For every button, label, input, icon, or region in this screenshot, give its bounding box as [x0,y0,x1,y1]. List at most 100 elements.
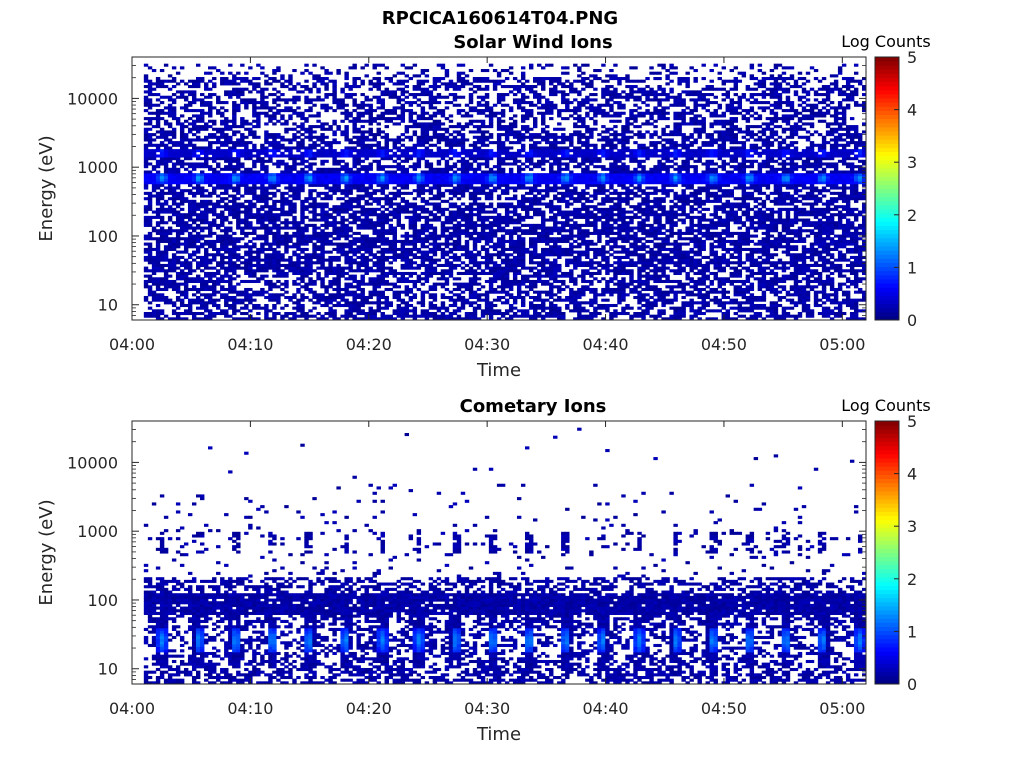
heatmap-cell [272,151,277,155]
heatmap-cell [167,242,173,246]
heatmap-cell [468,151,474,155]
heatmap-cell [179,135,185,139]
heatmap-cell [288,221,293,225]
heatmap-cell [460,133,466,137]
heatmap-cell [404,205,410,209]
heatmap-cell [468,317,474,321]
heatmap-cell [240,170,245,174]
heatmap-cell [448,183,454,187]
heatmap-cell [360,221,365,225]
heatmap-cell [476,138,482,142]
heatmap-cell [151,277,157,281]
heatmap-cell [364,311,369,316]
heatmap-cell [163,229,169,233]
heatmap-cell [175,218,181,222]
heatmap-cell [216,151,221,155]
heatmap-cell [340,175,345,179]
heatmap-cell [352,175,357,179]
heatmap-cell [183,138,189,142]
heatmap-cell [308,101,313,105]
heatmap-cell [456,245,462,249]
heatmap-cell [336,170,341,174]
heatmap-cell [336,287,341,292]
heatmap-cell [208,109,213,113]
heatmap-cell [220,263,225,267]
heatmap-cell [167,95,173,99]
heatmap-cell [472,77,478,81]
heatmap-cell [320,103,325,107]
heatmap-cell [312,205,317,209]
heatmap-cell [143,255,149,259]
heatmap-cell [256,106,261,110]
heatmap-cell [187,109,193,113]
heatmap-cell [268,154,273,158]
heatmap-cell [416,175,422,179]
heatmap-cell [179,317,185,321]
heatmap-cell [372,213,377,217]
heatmap-cell [420,109,426,113]
heatmap-cell [212,133,217,137]
heatmap-cell [448,205,454,209]
heatmap-cell [412,125,418,129]
heatmap-cell [155,250,161,254]
heatmap-cell [412,279,418,284]
heatmap-cell [228,303,233,308]
heatmap-cell [264,237,269,241]
heatmap-cell [376,218,381,222]
heatmap-cell [360,303,365,308]
heatmap-cell [220,215,225,219]
heatmap-cell [376,306,381,310]
heatmap-cell [340,205,345,209]
heatmap-cell [312,199,317,203]
heatmap-cell [360,143,365,147]
heatmap-cell [191,181,197,185]
heatmap-cell [163,181,169,185]
heatmap-cell [420,125,426,129]
heatmap-cell [428,255,434,259]
heatmap-cell [228,226,233,230]
heatmap-cell [143,269,149,273]
heatmap-cell [151,154,157,158]
heatmap-cell [191,114,197,118]
heatmap-cell [452,255,458,259]
heatmap-cell [460,306,466,310]
heatmap-cell [336,186,341,190]
heatmap-cell [360,290,365,294]
heatmap-cell [324,191,329,195]
heatmap-cell [444,106,450,110]
heatmap-cell [183,309,189,313]
heatmap-cell [244,263,249,267]
heatmap-cell [376,154,381,158]
heatmap-cell [432,295,438,300]
heatmap-cell [151,133,157,137]
heatmap-cell [155,77,161,81]
heatmap-cell [316,311,321,316]
heatmap-cell [356,293,361,297]
heatmap-cell [179,229,185,233]
heatmap-cell [344,287,349,292]
heatmap-cell [384,77,389,81]
heatmap-cell [264,175,269,179]
heatmap-cell [236,178,241,182]
heatmap-cell [163,186,169,190]
heatmap-cell [155,183,161,187]
heatmap-cell [187,165,193,169]
heatmap-cell [372,143,377,147]
heatmap-cell [167,74,173,78]
heatmap-cell [472,154,478,158]
heatmap-cell [248,149,253,153]
heatmap-cell [420,178,426,182]
heatmap-cell [220,141,225,145]
heatmap-cell [288,106,293,110]
heatmap-cell [151,290,157,294]
heatmap-cell [456,138,462,142]
heatmap-cell [292,122,297,126]
heatmap-cell [456,151,462,155]
heatmap-cell [324,205,329,209]
heatmap-cell [159,229,165,233]
heatmap-cell [344,85,349,89]
heatmap-cell [328,207,333,211]
heatmap-cell [368,130,373,134]
heatmap-cell [360,79,365,83]
heatmap-cell [440,274,446,278]
